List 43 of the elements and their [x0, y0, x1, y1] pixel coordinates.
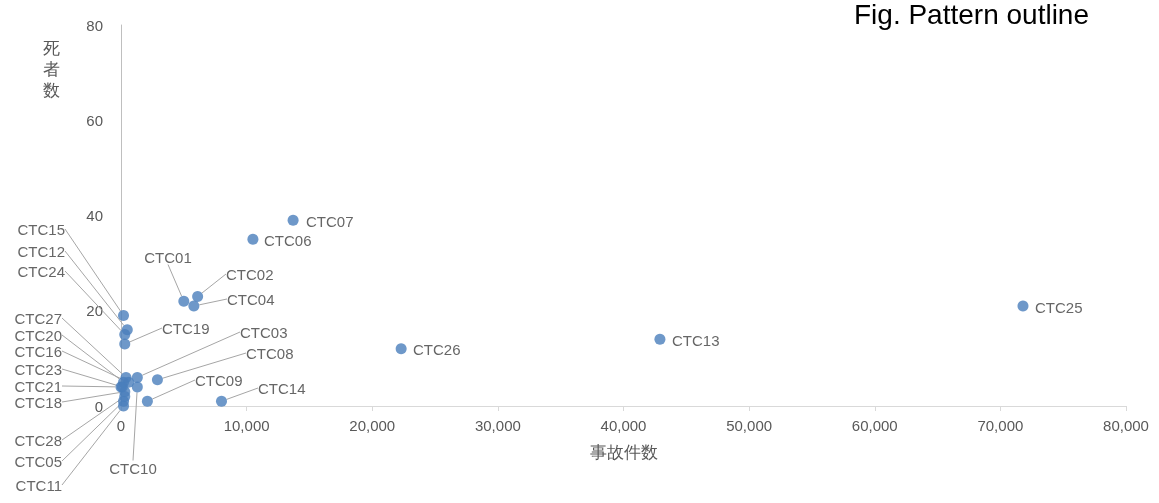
data-label: CTC15: [17, 220, 65, 238]
data-label: CTC20: [14, 326, 62, 344]
x-axis-title: 事故件数: [589, 443, 658, 462]
x-tick-label: 10,000: [223, 417, 270, 434]
x-tick-label: 70,000: [977, 417, 1024, 434]
x-tick-label: 30,000: [474, 417, 521, 434]
data-label: CTC03: [240, 323, 288, 341]
data-label: CTC18: [14, 393, 62, 411]
data-label: CTC10: [109, 459, 157, 477]
x-tick-label: 0: [116, 417, 126, 434]
y-axis-title: 死者数: [43, 39, 60, 100]
data-label: CTC16: [14, 342, 62, 360]
y-tick-label: 40: [86, 207, 103, 224]
data-label: CTC24: [17, 262, 65, 280]
x-tick-label: 60,000: [851, 417, 898, 434]
data-label: CTC07: [306, 212, 354, 230]
data-label: CTC21: [14, 377, 62, 395]
data-label: CTC27: [14, 309, 62, 327]
data-label: CTC12: [17, 242, 65, 260]
chart-title: Fig. Pattern outline: [853, 0, 1090, 30]
x-tick-label: 40,000: [600, 417, 647, 434]
data-label: CTC19: [162, 319, 210, 337]
data-label: CTC06: [264, 231, 312, 249]
data-label: CTC04: [227, 290, 275, 308]
y-tick-label: 0: [94, 397, 103, 415]
data-label: CTC28: [14, 431, 62, 449]
data-label: CTC13: [672, 331, 720, 349]
y-tick-label: 20: [86, 302, 103, 320]
data-label: CTC11: [15, 476, 62, 494]
y-tick-label: 80: [86, 16, 103, 34]
data-label: CTC05: [14, 452, 62, 470]
x-tick-label: 80,000: [1103, 417, 1149, 434]
data-label: CTC23: [14, 360, 62, 378]
data-label: CTC25: [1035, 298, 1083, 316]
data-label: CTC02: [226, 265, 274, 283]
data-label: CTC09: [195, 371, 243, 389]
x-tick-label: 20,000: [349, 417, 396, 434]
x-tick-label: 50,000: [726, 417, 773, 434]
data-label: CTC01: [144, 248, 192, 266]
data-label: CTC26: [413, 340, 461, 358]
y-tick-label: 60: [86, 111, 103, 129]
data-label: CTC14: [258, 379, 306, 397]
data-label: CTC08: [246, 344, 294, 362]
